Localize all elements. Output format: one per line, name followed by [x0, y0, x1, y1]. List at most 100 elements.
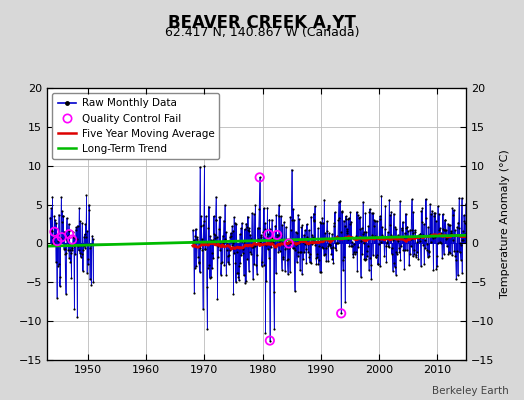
Point — [200, 218, 208, 224]
Point — [70, 243, 78, 250]
Point — [318, 215, 326, 221]
Point — [342, 216, 350, 222]
Point — [389, 210, 398, 217]
Point — [347, 239, 356, 245]
Point — [441, 227, 449, 233]
Point — [49, 235, 57, 242]
Point — [373, 217, 381, 224]
Point — [278, 240, 286, 246]
Point — [201, 246, 209, 252]
Point — [292, 259, 301, 265]
Point — [397, 234, 406, 240]
Point — [306, 251, 314, 257]
Point — [336, 197, 344, 204]
Point — [406, 251, 414, 257]
Point — [51, 217, 60, 223]
Point — [393, 251, 401, 257]
Point — [59, 213, 68, 220]
Point — [216, 214, 225, 220]
Point — [460, 212, 468, 219]
Point — [402, 247, 411, 254]
Point — [341, 298, 350, 305]
Point — [66, 247, 74, 254]
Point — [77, 254, 85, 260]
Point — [385, 244, 393, 250]
Point — [273, 232, 281, 238]
Point — [69, 234, 77, 240]
Point — [349, 254, 357, 261]
Point — [325, 242, 334, 248]
Y-axis label: Temperature Anomaly (°C): Temperature Anomaly (°C) — [500, 150, 510, 298]
Point — [49, 238, 58, 244]
Point — [327, 237, 335, 243]
Point — [434, 210, 443, 217]
Point — [244, 227, 252, 233]
Point — [373, 252, 381, 259]
Point — [370, 217, 378, 224]
Point — [395, 249, 403, 256]
Point — [380, 236, 388, 242]
Point — [272, 212, 280, 218]
Point — [57, 194, 66, 200]
Point — [419, 232, 427, 238]
Point — [262, 242, 270, 248]
Point — [331, 209, 339, 216]
Point — [212, 194, 220, 200]
Point — [263, 204, 271, 211]
Point — [203, 265, 212, 271]
Point — [211, 217, 220, 223]
Point — [431, 210, 440, 216]
Point — [75, 250, 84, 256]
Point — [354, 234, 363, 241]
Point — [249, 276, 257, 282]
Point — [83, 270, 91, 276]
Point — [236, 225, 245, 232]
Point — [296, 267, 304, 274]
Point — [347, 243, 355, 250]
Point — [320, 252, 328, 258]
Point — [287, 227, 296, 234]
Point — [314, 260, 323, 267]
Point — [230, 291, 238, 297]
Point — [309, 210, 318, 217]
Point — [358, 231, 367, 237]
Point — [266, 337, 274, 344]
Point — [206, 273, 215, 280]
Point — [269, 239, 277, 245]
Point — [420, 237, 429, 244]
Legend: Raw Monthly Data, Quality Control Fail, Five Year Moving Average, Long-Term Tren: Raw Monthly Data, Quality Control Fail, … — [52, 93, 220, 159]
Point — [283, 257, 291, 263]
Point — [368, 252, 377, 258]
Point — [308, 232, 316, 238]
Point — [427, 239, 435, 246]
Point — [241, 280, 249, 286]
Point — [437, 230, 445, 236]
Point — [81, 221, 90, 228]
Point — [378, 232, 386, 238]
Point — [434, 240, 442, 247]
Point — [362, 256, 370, 262]
Point — [363, 248, 372, 254]
Point — [66, 228, 74, 234]
Point — [225, 247, 234, 253]
Point — [329, 260, 337, 266]
Point — [221, 202, 229, 208]
Point — [344, 216, 352, 222]
Point — [377, 238, 385, 245]
Point — [313, 251, 322, 258]
Point — [198, 236, 206, 242]
Point — [416, 238, 424, 245]
Point — [433, 203, 442, 210]
Point — [194, 254, 202, 260]
Point — [403, 223, 411, 230]
Point — [348, 243, 356, 250]
Point — [429, 234, 437, 241]
Point — [255, 206, 264, 212]
Point — [423, 254, 432, 260]
Point — [358, 251, 366, 258]
Point — [201, 246, 210, 252]
Point — [256, 234, 265, 240]
Point — [270, 244, 279, 250]
Point — [359, 199, 367, 205]
Point — [85, 202, 93, 208]
